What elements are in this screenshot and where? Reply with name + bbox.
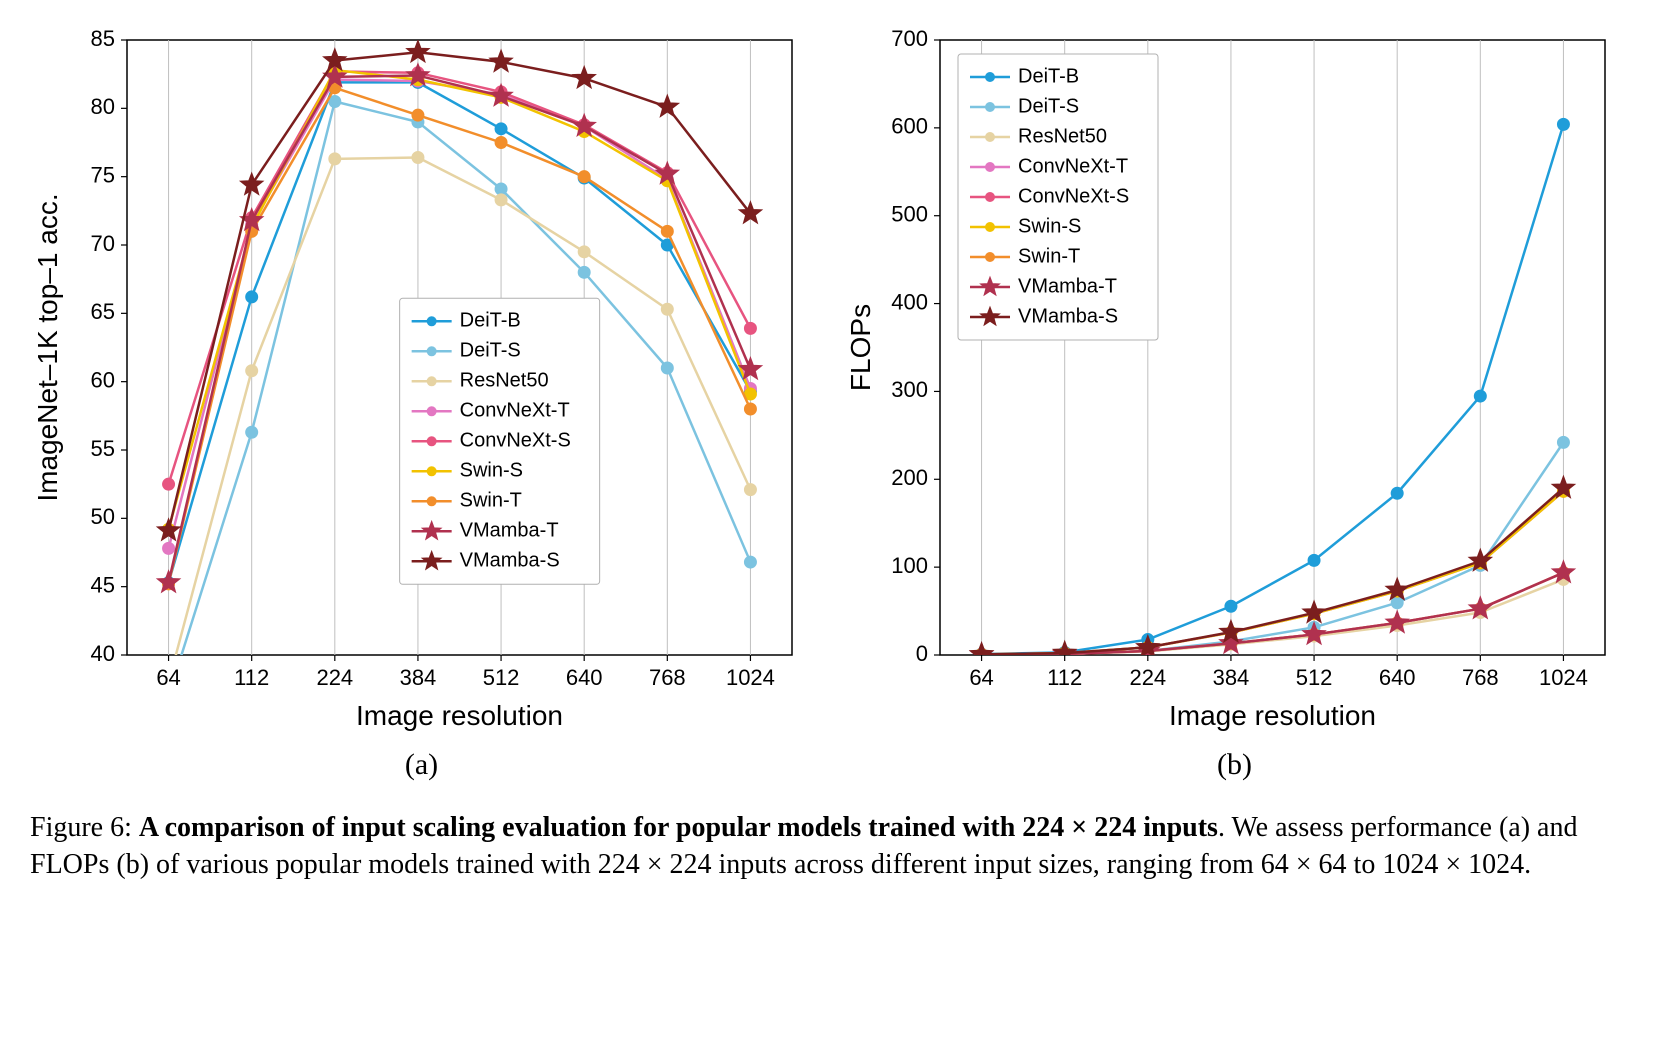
svg-text:112: 112 xyxy=(1047,665,1082,690)
chart-a-svg: 40 45 50 55 60 65 70 75 80 85 64 112 224 384 512 640 768… xyxy=(32,20,812,740)
svg-text:ConvNeXt-T: ConvNeXt-T xyxy=(1018,155,1128,177)
svg-text:VMamba-T: VMamba-T xyxy=(1018,275,1117,297)
svg-text:45: 45 xyxy=(90,572,114,597)
svg-text:1024: 1024 xyxy=(1538,665,1587,690)
svg-text:100: 100 xyxy=(891,553,928,578)
svg-text:300: 300 xyxy=(891,377,928,402)
svg-text:DeiT-S: DeiT-S xyxy=(1018,95,1079,117)
svg-text:40: 40 xyxy=(90,641,114,666)
svg-text:224: 224 xyxy=(316,665,353,690)
svg-text:75: 75 xyxy=(90,162,114,187)
svg-text:VMamba-T: VMamba-T xyxy=(459,520,558,542)
svg-text:55: 55 xyxy=(90,436,114,461)
svg-text:64: 64 xyxy=(156,665,180,690)
svg-text:500: 500 xyxy=(891,202,928,227)
svg-text:384: 384 xyxy=(399,665,436,690)
svg-text:ConvNeXt-T: ConvNeXt-T xyxy=(459,400,569,422)
svg-text:DeiT-B: DeiT-B xyxy=(459,310,520,332)
svg-text:700: 700 xyxy=(891,26,928,51)
svg-text:640: 640 xyxy=(565,665,602,690)
svg-text:ImageNet–1K top–1 acc.: ImageNet–1K top–1 acc. xyxy=(32,193,63,501)
svg-text:VMamba-S: VMamba-S xyxy=(459,550,559,572)
svg-text:Swin-T: Swin-T xyxy=(459,490,521,512)
svg-text:384: 384 xyxy=(1212,665,1249,690)
svg-text:1024: 1024 xyxy=(725,665,774,690)
svg-text:512: 512 xyxy=(482,665,519,690)
svg-text:64: 64 xyxy=(969,665,993,690)
svg-text:70: 70 xyxy=(90,231,114,256)
panel-b: 0 100 200 300 400 500 600 700 64 112 224 384 512 640 7… xyxy=(843,20,1626,782)
svg-text:80: 80 xyxy=(90,94,114,119)
svg-text:VMamba-S: VMamba-S xyxy=(1018,305,1118,327)
caption-bold: A comparison of input scaling evaluation… xyxy=(139,812,1218,843)
svg-text:Image resolution: Image resolution xyxy=(1168,700,1375,731)
svg-text:50: 50 xyxy=(90,504,114,529)
panel-b-label: (b) xyxy=(1217,748,1252,782)
svg-text:ResNet50: ResNet50 xyxy=(1018,125,1107,147)
svg-text:112: 112 xyxy=(234,665,269,690)
svg-text:768: 768 xyxy=(648,665,685,690)
chart-b-svg: 0 100 200 300 400 500 600 700 64 112 224 384 512 640 7… xyxy=(845,20,1625,740)
svg-text:0: 0 xyxy=(915,641,927,666)
svg-text:Swin-S: Swin-S xyxy=(1018,215,1081,237)
svg-text:ConvNeXt-S: ConvNeXt-S xyxy=(1018,185,1129,207)
svg-text:65: 65 xyxy=(90,299,114,324)
svg-text:400: 400 xyxy=(891,289,928,314)
svg-text:FLOPs: FLOPs xyxy=(845,304,876,391)
panel-a-label: (a) xyxy=(405,748,438,782)
svg-text:512: 512 xyxy=(1295,665,1332,690)
svg-text:85: 85 xyxy=(90,26,114,51)
figure-caption: Figure 6: A comparison of input scaling … xyxy=(30,810,1626,884)
svg-text:Swin-T: Swin-T xyxy=(1018,245,1080,267)
svg-text:640: 640 xyxy=(1378,665,1415,690)
panel-a: 40 45 50 55 60 65 70 75 80 85 64 112 224 384 512 640 768… xyxy=(30,20,813,782)
svg-text:DeiT-B: DeiT-B xyxy=(1018,65,1079,87)
svg-text:DeiT-S: DeiT-S xyxy=(459,340,520,362)
svg-text:Swin-S: Swin-S xyxy=(459,460,522,482)
svg-text:ConvNeXt-S: ConvNeXt-S xyxy=(459,430,570,452)
svg-text:Image resolution: Image resolution xyxy=(355,700,562,731)
caption-prefix: Figure 6: xyxy=(30,812,139,843)
svg-text:60: 60 xyxy=(90,367,114,392)
svg-text:224: 224 xyxy=(1129,665,1166,690)
panels-row: 4045505560657075808564112224384512640768… xyxy=(30,20,1626,782)
figure-6: 4045505560657075808564112224384512640768… xyxy=(0,0,1656,914)
svg-text:768: 768 xyxy=(1461,665,1498,690)
svg-text:ResNet50: ResNet50 xyxy=(459,370,548,392)
svg-text:200: 200 xyxy=(891,465,928,490)
svg-text:600: 600 xyxy=(891,114,928,139)
